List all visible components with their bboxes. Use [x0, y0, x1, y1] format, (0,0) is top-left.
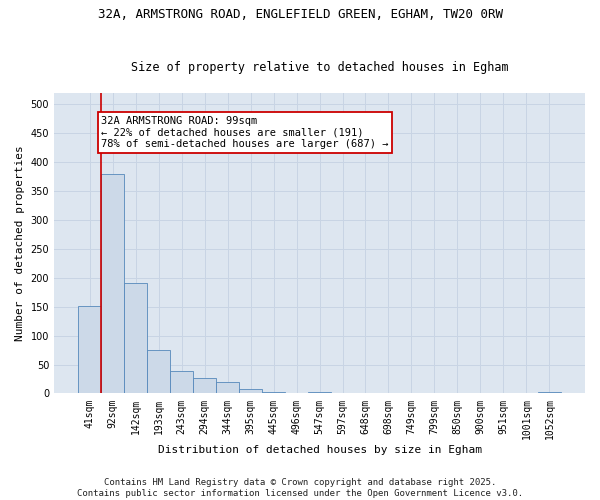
- Y-axis label: Number of detached properties: Number of detached properties: [15, 145, 25, 341]
- Bar: [216, 382, 239, 394]
- Bar: [101, 174, 124, 394]
- Text: 32A ARMSTRONG ROAD: 99sqm
← 22% of detached houses are smaller (191)
78% of semi: 32A ARMSTRONG ROAD: 99sqm ← 22% of detac…: [101, 116, 389, 149]
- Bar: [78, 306, 101, 394]
- Bar: [170, 371, 193, 394]
- Bar: [308, 392, 331, 394]
- Bar: [193, 378, 216, 394]
- Text: 32A, ARMSTRONG ROAD, ENGLEFIELD GREEN, EGHAM, TW20 0RW: 32A, ARMSTRONG ROAD, ENGLEFIELD GREEN, E…: [97, 8, 503, 20]
- Bar: [124, 283, 147, 394]
- Bar: [239, 390, 262, 394]
- Text: Contains HM Land Registry data © Crown copyright and database right 2025.
Contai: Contains HM Land Registry data © Crown c…: [77, 478, 523, 498]
- Bar: [147, 350, 170, 394]
- Bar: [262, 392, 285, 394]
- Bar: [538, 392, 561, 394]
- X-axis label: Distribution of detached houses by size in Egham: Distribution of detached houses by size …: [158, 445, 482, 455]
- Title: Size of property relative to detached houses in Egham: Size of property relative to detached ho…: [131, 60, 508, 74]
